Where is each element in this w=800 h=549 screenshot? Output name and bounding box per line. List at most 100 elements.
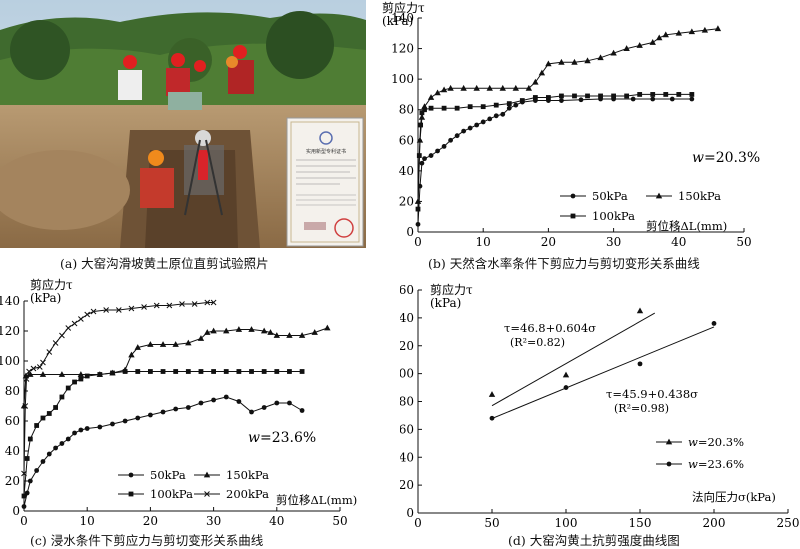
chart-c-ylabel-1: 剪应力τ	[30, 278, 73, 292]
chart-c-legend-label: 50kPa	[150, 468, 186, 482]
chart-c-point-200kPa	[141, 304, 147, 310]
svg-text:实用新型专利证书: 实用新型专利证书	[306, 148, 346, 155]
chart-b-point-100kPa	[559, 93, 564, 99]
chart-d-ylabel-2: (kPa)	[430, 296, 461, 310]
chart-b-point-50kPa	[669, 96, 675, 102]
chart-b-plot: 0 10 20 30 40 50 0 20 40 60 80 100 120 140 50kPa 150kPa…	[391, 11, 752, 249]
chart-b-point-150kPa	[636, 42, 643, 48]
chart-d-fit-w236	[491, 326, 715, 419]
chart-c-point-50kPa	[122, 418, 128, 424]
chart-b-point-150kPa	[714, 25, 722, 32]
chart-b-legend-label: 150kPa	[678, 189, 721, 203]
chart-b-point-50kPa	[474, 122, 480, 128]
chart-c-point-200kPa	[166, 302, 173, 309]
chart-c-point-200kPa	[22, 403, 29, 409]
chart-c-point-150kPa	[172, 341, 179, 347]
chart-b-xtick-label: 0	[414, 235, 422, 249]
chart-c-point-200kPa	[210, 299, 217, 306]
chart-c-point-50kPa	[299, 408, 305, 413]
chart-b-point-150kPa	[447, 84, 454, 91]
chart-b-point-150kPa	[460, 84, 467, 91]
chart-c-point-100kPa	[27, 436, 33, 442]
chart-c-point-50kPa	[46, 451, 52, 457]
chart-b-point-150kPa	[662, 31, 669, 38]
chart-b-point-100kPa	[546, 95, 551, 100]
chart-b-point-50kPa	[650, 96, 656, 102]
chart-c-point-100kPa	[122, 369, 128, 374]
chart-c-xtick-label: 10	[80, 514, 95, 528]
chart-c-point-200kPa	[90, 308, 97, 315]
chart-d-ytick-label: 80	[400, 395, 414, 409]
chart-c-point-100kPa	[173, 369, 179, 374]
chart-d-point-w203	[636, 307, 644, 314]
chart-c-ytick-label: 100	[0, 354, 20, 368]
chart-b-annotation-val: =20.3%	[704, 150, 760, 166]
chart-b-point-50kPa	[480, 119, 486, 125]
chart-b-xtick-label: 10	[476, 235, 491, 249]
chart-c-point-150kPa	[248, 326, 255, 332]
chart-c-point-200kPa	[153, 302, 160, 309]
chart-c-point-50kPa	[97, 424, 103, 430]
chart-b-annotation-w: w	[692, 150, 704, 166]
chart-c-point-150kPa	[324, 324, 331, 331]
chart-c-ylabel-2: (kPa)	[30, 291, 61, 305]
chart-c-xlabel: 剪位移ΔL(mm)	[276, 493, 357, 507]
chart-b-point-50kPa	[559, 98, 564, 103]
chart-d-legend-label: w=20.3%	[688, 435, 744, 449]
chart-c-plot: 0 10 20 30 40 50 0 20 40 60 80 100 120 140 50kPa 150kPa…	[0, 294, 348, 528]
chart-b-point-100kPa	[480, 104, 486, 110]
chart-b-point-150kPa	[473, 84, 480, 91]
chart-c-point-150kPa	[286, 332, 293, 338]
chart-d-legend-marker	[665, 438, 673, 445]
chart-c-point-200kPa	[71, 320, 78, 327]
chart-d-r2-2: (R²=0.98)	[614, 402, 669, 415]
chart-b-point-150kPa	[538, 69, 546, 76]
chart-c-point-50kPa	[65, 436, 71, 442]
chart-d-ytick-label: 120	[400, 339, 414, 353]
chart-c-ytick-label: 80	[5, 384, 20, 398]
chart-b-point-50kPa	[467, 125, 473, 131]
chart-b-point-50kPa	[422, 156, 427, 162]
chart-c-point-200kPa	[179, 301, 185, 307]
chart-d-ytick-label: 0	[406, 506, 414, 520]
chart-d-strength: 0 50 100 150 200 250 0 20 40 60 80 100 120 140 160 w=20…	[400, 282, 799, 528]
chart-b-point-100kPa	[415, 206, 421, 212]
chart-c-point-50kPa	[21, 504, 27, 509]
chart-b-point-50kPa	[689, 96, 695, 102]
chart-c-point-150kPa	[185, 339, 192, 346]
chart-b-legend-marker	[655, 192, 663, 199]
chart-d-ytick-label: 140	[400, 311, 414, 325]
chart-c-point-50kPa	[198, 400, 204, 406]
chart-b-series-50kPa-line	[417, 98, 692, 225]
chart-b-legend-marker	[570, 193, 576, 199]
chart-c-point-100kPa	[160, 369, 166, 374]
chart-c-point-100kPa	[110, 370, 115, 376]
chart-c-series-150kPa-line	[23, 327, 328, 407]
chart-c-point-100kPa	[274, 369, 280, 374]
chart-b-point-100kPa	[585, 93, 590, 99]
chart-d-equation-2: τ=45.9+0.438σ	[606, 387, 698, 401]
chart-c-point-50kPa	[40, 459, 46, 464]
chart-b-point-100kPa	[416, 153, 422, 158]
chart-c-point-100kPa	[287, 369, 292, 374]
chart-c-point-150kPa	[260, 327, 268, 334]
chart-c-point-100kPa	[236, 369, 242, 374]
chart-c-point-150kPa	[223, 327, 230, 334]
chart-d-ylabel-1: 剪应力τ	[430, 282, 473, 297]
chart-b-ylabel-2: (kPa)	[382, 14, 413, 28]
chart-d-point-w236	[711, 321, 717, 326]
chart-b-point-50kPa	[435, 148, 440, 154]
chart-c-point-100kPa	[299, 369, 305, 374]
chart-c-point-100kPa	[97, 372, 103, 377]
chart-b-point-150kPa	[584, 57, 591, 64]
chart-b-ytick-label: 100	[391, 72, 414, 86]
chart-b-point-50kPa	[506, 105, 512, 111]
chart-c-point-150kPa	[77, 371, 85, 377]
chart-b-point-50kPa	[461, 128, 467, 134]
chart-d-xtick-label: 100	[555, 516, 578, 528]
chart-c-point-100kPa	[185, 369, 191, 374]
chart-c-xtick-label: 0	[20, 514, 28, 528]
chart-c-point-50kPa	[84, 426, 90, 431]
chart-d-plot: 0 50 100 150 200 250 0 20 40 60 80 100 120 140 160 w=20…	[400, 283, 799, 528]
chart-b-point-150kPa	[486, 84, 493, 91]
